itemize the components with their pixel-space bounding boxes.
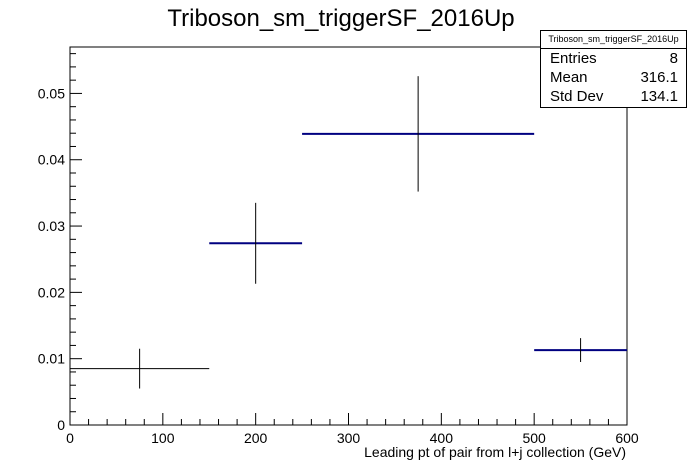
stats-row-stddev: Std Dev 134.1 — [541, 87, 686, 106]
y-tick-label: 0.03 — [38, 218, 65, 234]
y-tick-label: 0.05 — [38, 85, 65, 101]
stats-value: 316.1 — [640, 69, 678, 86]
x-tick-label: 400 — [430, 430, 454, 446]
stats-value: 134.1 — [640, 88, 678, 105]
y-tick-label: 0.02 — [38, 284, 65, 300]
x-tick-label: 300 — [337, 430, 361, 446]
chart-title: Triboson_sm_triggerSF_2016Up — [167, 5, 514, 32]
x-tick-label: 200 — [244, 430, 268, 446]
axis-ticks — [69, 53, 628, 426]
stats-box: Triboson_sm_triggerSF_2016Up Entries 8 M… — [540, 30, 687, 108]
x-tick-label: 100 — [151, 430, 175, 446]
stats-label: Entries — [550, 50, 597, 67]
stats-title: Triboson_sm_triggerSF_2016Up — [541, 31, 686, 49]
stats-value: 8 — [669, 50, 678, 67]
x-tick-label: 600 — [615, 430, 639, 446]
stats-label: Std Dev — [550, 88, 604, 105]
x-axis-label: Leading pt of pair from l+j collection (… — [364, 444, 626, 460]
stats-row-entries: Entries 8 — [541, 49, 686, 68]
stats-row-mean: Mean 316.1 — [541, 68, 686, 87]
x-tick-label: 500 — [522, 430, 546, 446]
y-tick-label: 0 — [57, 417, 65, 433]
x-tick-label: 0 — [66, 430, 74, 446]
axis-tick-labels: 0 100 200 300 400 500 600 0 0.01 0.02 0.03 0.04 0.05 — [38, 85, 639, 446]
histogram-bins — [70, 76, 627, 389]
y-tick-label: 0.01 — [38, 351, 65, 367]
stats-label: Mean — [550, 69, 588, 86]
y-tick-label: 0.04 — [38, 152, 65, 168]
